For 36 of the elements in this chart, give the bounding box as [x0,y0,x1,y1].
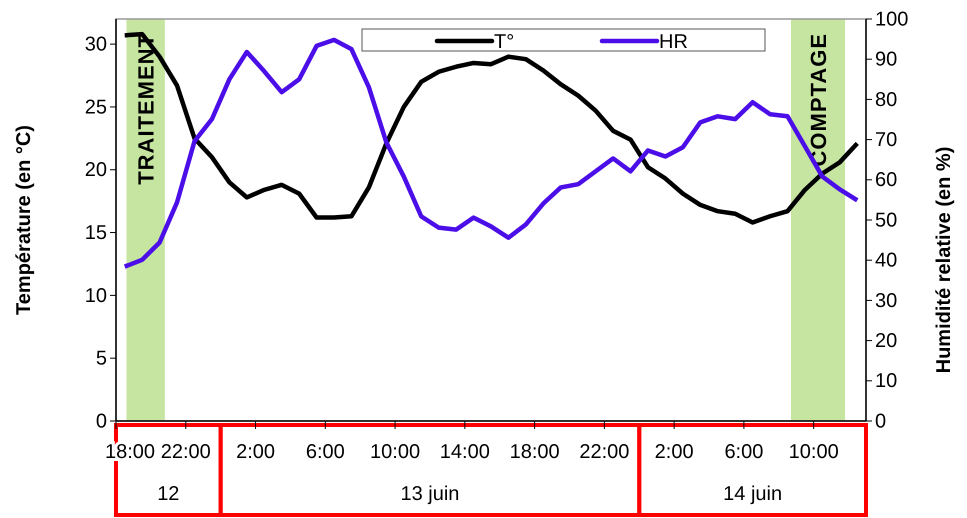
y2-tick-label: 20 [875,330,898,352]
y-tick-label: 30 [84,34,107,56]
y-tick-label: 0 [96,410,107,432]
legend-label: T° [494,31,514,53]
text: 13 juin [400,483,460,505]
y2-axis-title: Humidité relative (en %) [933,146,955,374]
text: 14 juin [723,483,782,505]
x-tick-label: 10:00 [370,441,420,463]
x-tick-label: 6:00 [724,441,764,463]
x-tick-label: 22:00 [160,441,211,463]
legend-label: HR [659,31,688,53]
x-tick-label: 10:00 [788,441,839,463]
y2-tick-label: 80 [875,88,898,111]
band-label: COMPTAGE [806,33,832,166]
y2-tick-label: 70 [875,129,898,151]
y-tick-label: 25 [84,96,107,118]
x-tick-label: 22:00 [579,441,630,463]
x-tick-label: 2:00 [236,441,276,463]
x-tick-label: 18:00 [510,441,560,463]
y2-tick-label: 50 [875,209,898,232]
y2-tick-label: 100 [875,8,908,30]
y-tick-label: 20 [84,159,107,182]
y-tick-label: 15 [84,222,107,244]
y2-tick-label: 40 [875,250,898,272]
x-tick-label: 6:00 [306,441,345,463]
x-tick-label: 14:00 [440,441,490,463]
y2-tick-label: 30 [875,290,898,312]
y2-tick-label: 60 [875,169,898,192]
y-tick-label: 5 [96,348,107,370]
x-tick-label: 2:00 [654,441,694,463]
y2-tick-label: 90 [875,48,898,71]
y-axis-title: Température (en °C) [13,125,35,315]
y2-tick-label: 10 [875,370,898,392]
y2-tick-label: 0 [875,410,886,432]
y-tick-label: 10 [84,284,107,307]
text: 12 [157,483,180,505]
